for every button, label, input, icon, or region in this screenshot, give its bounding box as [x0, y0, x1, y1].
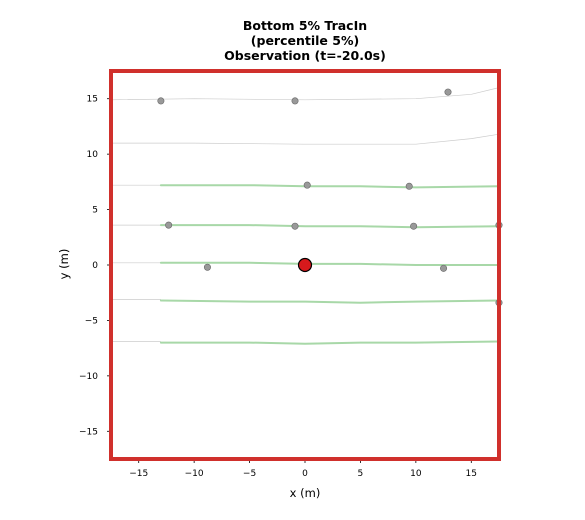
x-tick-label-2: −5	[243, 469, 256, 479]
x-tick-label-6: 15	[466, 469, 477, 479]
road-line-1	[111, 133, 500, 145]
lane-centerline-4	[159, 340, 500, 345]
x-axis-label: x (m)	[290, 486, 321, 500]
agent-point-9	[203, 263, 211, 271]
agent-point-2	[444, 88, 452, 96]
ego-vehicle-point	[297, 257, 313, 273]
x-tick-label-5: 10	[410, 469, 422, 479]
agent-point-10	[440, 264, 448, 272]
y-tick-label-5: 10	[87, 150, 99, 160]
agent-point-5	[165, 221, 173, 229]
agent-point-7	[410, 222, 418, 230]
agent-point-4	[405, 182, 413, 190]
agent-point-3	[303, 181, 311, 189]
agent-point-6	[291, 222, 299, 230]
y-tick-label-2: −5	[85, 316, 98, 326]
lane-centerline-2	[159, 261, 500, 266]
y-tick-label-0: −15	[79, 427, 98, 437]
title-line-2: (percentile 5%)	[251, 33, 359, 48]
x-tick-label-1: −10	[185, 469, 204, 479]
agent-point-0	[157, 97, 165, 105]
y-tick-label-1: −10	[79, 372, 98, 382]
y-tick-label-4: 5	[92, 206, 98, 216]
axis-ticks: −15 −10 −5 0 5 10 15 −15 −10 −5 0 5 10 15	[79, 95, 477, 479]
x-tick-label-4: 5	[358, 469, 364, 479]
title-line-3: Observation (t=-20.0s)	[224, 48, 386, 63]
lane-centerline-0	[159, 184, 500, 189]
road-line-0	[110, 87, 500, 101]
x-tick-label-3: 0	[302, 469, 308, 479]
y-tick-label-3: 0	[92, 261, 98, 271]
chart-title: Bottom 5% TracIn (percentile 5%) Observa…	[224, 18, 386, 63]
lane-centerline-3	[159, 299, 500, 304]
plot-frame	[109, 69, 501, 461]
lane-centerline-1	[159, 224, 500, 229]
plot-area	[110, 87, 503, 345]
y-tick-label-6: 15	[87, 95, 98, 105]
title-line-1: Bottom 5% TracIn	[243, 18, 367, 33]
y-axis-label: y (m)	[57, 249, 71, 280]
x-tick-label-0: −15	[129, 469, 148, 479]
agent-point-1	[291, 97, 299, 105]
